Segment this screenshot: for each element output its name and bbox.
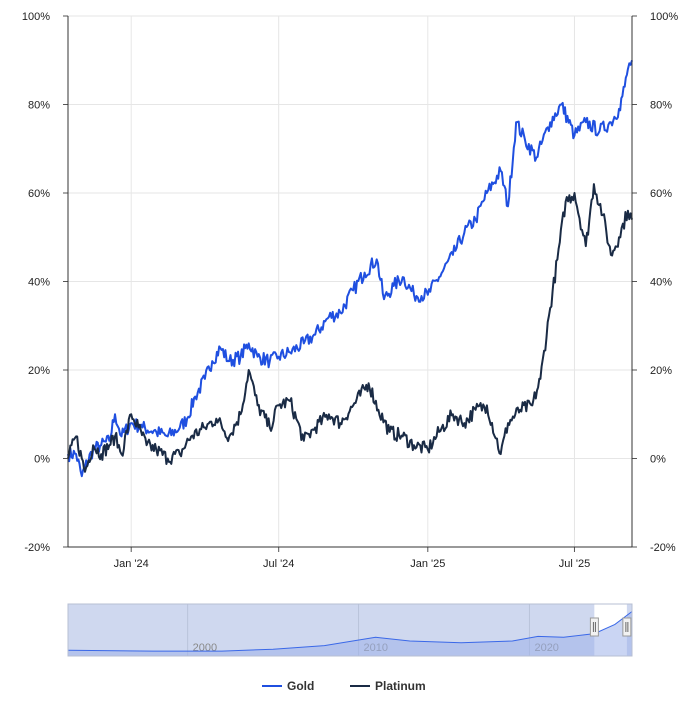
navigator-line [67, 611, 633, 652]
series-line-gold [67, 60, 633, 478]
chart-axes: Jan '24 Jul '24 Jan '25 Jul '25 -20% -20% 0% 0%… [22, 11, 678, 570]
y-tick-label-right: 80% [650, 100, 672, 112]
chart-grid [68, 15, 632, 548]
range-navigator[interactable]: 200020102020 [67, 603, 633, 657]
y-tick-label-left: 20% [28, 365, 50, 377]
navigator-handle-left[interactable] [589, 617, 599, 637]
y-tick-label-right: 0% [650, 454, 666, 466]
y-tick-label-left: 60% [28, 188, 50, 200]
y-tick-label-left: 100% [22, 11, 50, 23]
x-tick-label: Jan '25 [410, 558, 445, 570]
series-line-platinum [67, 183, 633, 473]
navigator-handle-right[interactable] [622, 617, 632, 637]
y-tick-label-right: 20% [650, 365, 672, 377]
handle-grip-icon [622, 617, 632, 637]
y-tick-label-right: -20% [650, 542, 676, 554]
x-tick-label: Jul '25 [559, 558, 590, 570]
navigator-area [68, 611, 632, 656]
navigator-frame [67, 603, 633, 657]
y-tick-label-left: -20% [24, 542, 50, 554]
x-tick-label: Jan '24 [114, 558, 149, 570]
legend-label-gold: Gold [287, 679, 314, 693]
chart-series [67, 60, 633, 478]
y-tick-label-left: 0% [34, 454, 50, 466]
legend-label-platinum: Platinum [375, 679, 426, 693]
x-tick-label: Jul '24 [263, 558, 294, 570]
handle-grip-icon [589, 617, 599, 637]
y-tick-label-right: 40% [650, 277, 672, 289]
y-tick-label-left: 80% [28, 100, 50, 112]
y-tick-label-right: 100% [650, 11, 678, 23]
y-tick-label-right: 60% [650, 188, 672, 200]
chart-legend: Gold Platinum [262, 679, 426, 693]
y-tick-label-left: 40% [28, 277, 50, 289]
